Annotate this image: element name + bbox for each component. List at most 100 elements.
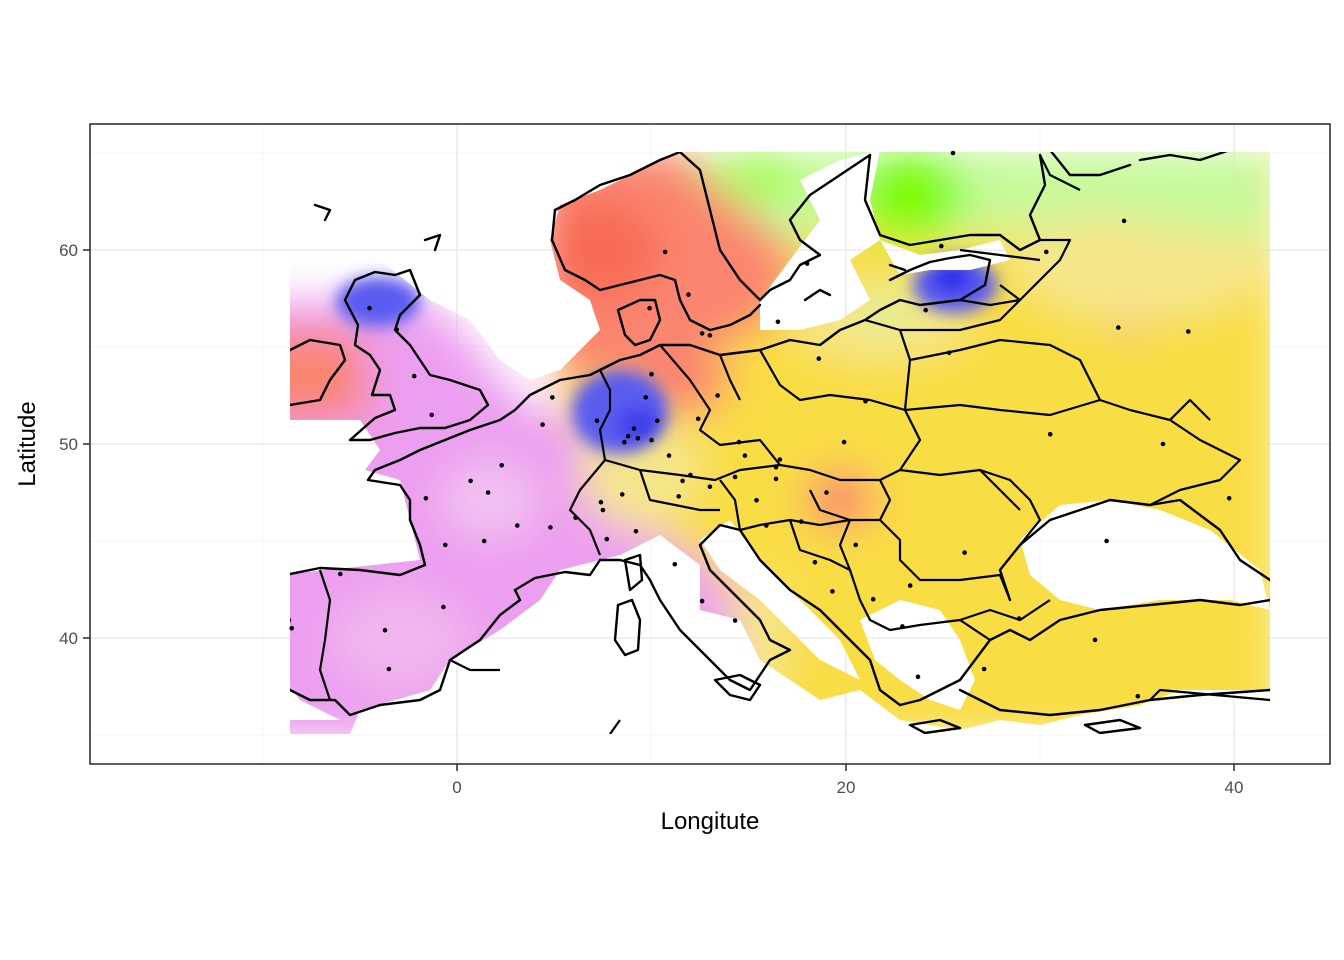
sample-point-15	[695, 416, 701, 422]
sample-point-39	[423, 496, 429, 501]
sample-point-66	[962, 550, 967, 555]
sample-point-18	[666, 453, 672, 458]
sample-point-63	[1186, 329, 1191, 334]
sample-point-51	[824, 490, 829, 495]
sample-point-20	[736, 439, 742, 445]
sample-point-52	[799, 519, 804, 524]
sample-point-73	[900, 624, 905, 629]
sample-point-11	[631, 426, 637, 431]
sample-point-68	[853, 542, 858, 548]
sample-point-85	[939, 243, 944, 249]
sample-point-21	[742, 453, 748, 458]
sample-point-42	[338, 571, 343, 577]
sample-points	[289, 150, 1232, 699]
sample-point-6	[594, 418, 600, 424]
x-tick-label-1: 20	[837, 778, 856, 797]
sample-point-70	[812, 560, 818, 565]
sample-point-5	[540, 422, 545, 427]
sample-point-49	[732, 618, 738, 623]
sample-point-7	[625, 433, 631, 439]
sample-point-47	[633, 529, 639, 534]
sample-point-41	[386, 666, 392, 672]
sample-point-31	[600, 507, 606, 513]
sample-point-10	[649, 437, 654, 443]
sample-point-71	[830, 589, 835, 594]
sample-point-14	[649, 371, 654, 377]
sample-point-16	[715, 393, 720, 398]
interpolated-surface	[290, 152, 1270, 734]
sample-point-75	[1016, 616, 1022, 621]
sample-point-36	[481, 538, 487, 544]
sample-point-2	[411, 373, 417, 379]
sample-point-83	[699, 331, 705, 336]
sample-point-33	[468, 478, 473, 484]
sample-point-64	[1226, 496, 1232, 501]
sample-point-59	[1121, 218, 1127, 224]
sample-point-19	[688, 472, 693, 478]
sample-point-69	[764, 523, 769, 528]
sample-point-17	[680, 478, 685, 484]
sample-point-57	[946, 350, 952, 356]
sample-point-55	[816, 356, 822, 361]
sample-point-27	[676, 494, 681, 499]
sample-point-37	[443, 542, 448, 548]
sample-point-0	[367, 305, 372, 311]
x-axis-title: Longitute	[661, 808, 760, 835]
country-borders	[318, 154, 1270, 734]
sample-point-76	[1092, 637, 1098, 643]
sample-point-48	[699, 598, 705, 604]
sample-point-56	[923, 307, 928, 313]
sample-point-58	[1044, 249, 1049, 255]
sample-point-77	[981, 666, 987, 672]
sample-point-8	[635, 435, 641, 441]
sample-point-45	[604, 536, 610, 542]
sample-point-29	[598, 499, 604, 505]
sample-point-13	[643, 395, 648, 400]
y-tick-label-0: 40	[59, 629, 78, 648]
sample-point-84	[647, 305, 652, 311]
sample-point-1	[394, 327, 400, 332]
sample-point-40	[382, 627, 388, 633]
y-tick-label-2: 60	[59, 241, 78, 260]
sample-point-81	[707, 333, 713, 338]
sample-point-86	[950, 150, 956, 156]
sample-point-26	[754, 498, 759, 503]
sample-point-46	[672, 562, 678, 567]
sample-point-50	[773, 465, 779, 470]
sample-point-67	[907, 583, 913, 588]
sample-point-30	[573, 515, 578, 520]
sample-point-22	[777, 457, 783, 462]
sample-point-65	[1104, 538, 1109, 544]
sample-point-72	[870, 596, 876, 602]
sample-point-9	[622, 439, 627, 445]
sample-point-4	[550, 395, 555, 400]
sample-point-34	[485, 490, 491, 495]
sample-point-38	[548, 525, 553, 530]
coastlines	[290, 152, 1270, 734]
sample-point-87	[775, 319, 781, 325]
x-tick-label-2: 40	[1225, 778, 1244, 797]
axis-ticks	[83, 249, 1235, 771]
sample-point-23	[773, 476, 779, 482]
sample-point-82	[662, 249, 668, 255]
sample-point-44	[441, 604, 446, 610]
sample-point-28	[620, 492, 625, 497]
y-tick-label-1: 50	[59, 435, 78, 454]
sample-point-32	[499, 463, 505, 468]
sample-point-12	[655, 418, 660, 424]
sample-point-80	[686, 292, 691, 297]
sample-point-74	[915, 674, 921, 680]
sample-point-35	[515, 523, 520, 528]
sample-point-54	[841, 439, 847, 445]
sample-point-3	[429, 412, 435, 418]
sample-point-60	[1116, 325, 1121, 330]
sample-point-43	[289, 626, 295, 631]
sample-point-62	[1160, 441, 1166, 447]
sample-point-25	[707, 484, 713, 490]
sample-point-78	[1135, 693, 1141, 699]
sample-point-24	[732, 474, 738, 480]
sample-point-53	[863, 399, 868, 404]
y-axis-title: Latitude	[14, 401, 41, 486]
sample-point-79	[804, 261, 810, 266]
